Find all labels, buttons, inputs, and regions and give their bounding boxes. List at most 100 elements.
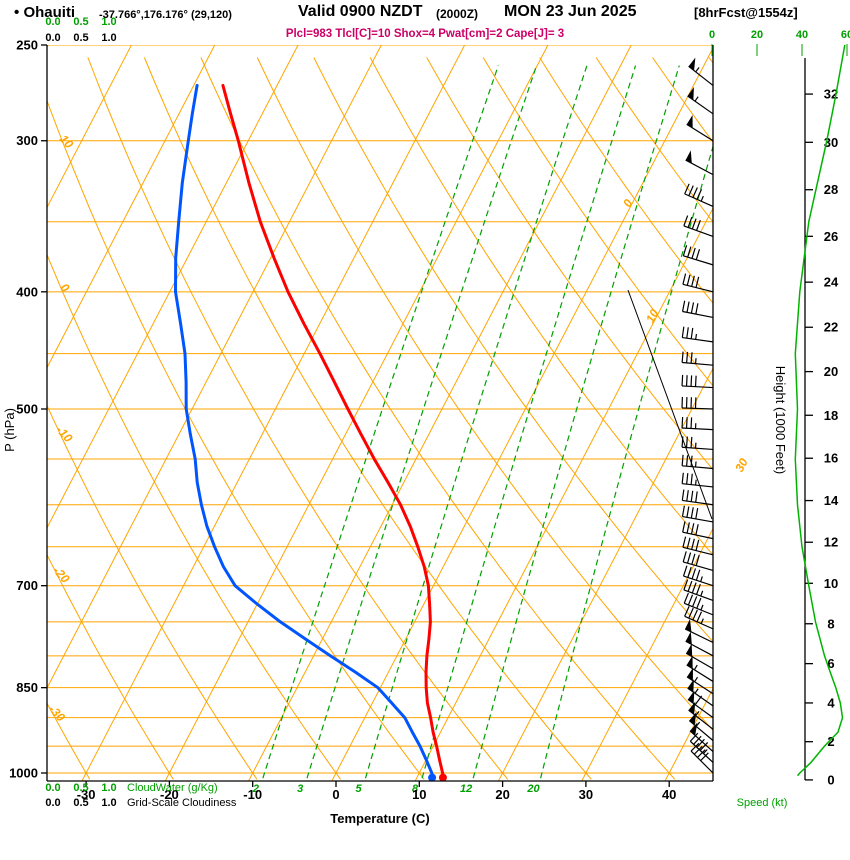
axes bbox=[41, 44, 714, 787]
station-name: Ohauiti bbox=[23, 4, 76, 21]
dry-adiabat-line bbox=[87, 57, 509, 780]
forecast-run-tag: [8hrFcst@1554z] bbox=[694, 5, 798, 20]
mixing-ratio-line bbox=[421, 65, 637, 779]
height-tick-label: 2 bbox=[827, 734, 834, 749]
stability-indices: Plcl=983 Tlcl[C]=10 Shox=4 Pwat[cm]=2 Ca… bbox=[285, 28, 565, 40]
surface-temp-dot bbox=[438, 773, 447, 782]
wind-barbs bbox=[681, 57, 714, 774]
surface-dewpoint-dot bbox=[428, 773, 437, 782]
profiles bbox=[174, 83, 445, 778]
mixing-ratio-label: 5 bbox=[355, 783, 362, 795]
height-tick-label: 16 bbox=[824, 451, 838, 466]
temperature-tick-label: 0 bbox=[332, 787, 339, 802]
dry-adiabat-line bbox=[47, 702, 91, 780]
speed-scale-label: 20 bbox=[751, 29, 763, 41]
isotherm-line bbox=[248, 45, 632, 781]
dry-adiabat-line bbox=[47, 404, 258, 780]
height-tick-label: 24 bbox=[824, 275, 839, 290]
cloudiness-scale-top: 0.0 bbox=[45, 32, 60, 44]
cloudiness-scale-bottom: 0.5 bbox=[73, 797, 88, 809]
valid-time: Valid 0900 NZDT bbox=[298, 3, 423, 20]
isotherm-line bbox=[581, 527, 713, 781]
isotherm-line bbox=[47, 45, 132, 209]
mixing-ratio-line bbox=[472, 65, 680, 779]
temperature-tick-label: -30 bbox=[77, 787, 96, 802]
cloudwater-scale-top: 0.0 bbox=[45, 16, 60, 28]
height-tick-label: 0 bbox=[827, 772, 834, 787]
temperature-tick-label: 20 bbox=[495, 787, 509, 802]
isotherm-label: 30 bbox=[732, 456, 751, 475]
height-axis-title: Height (1000 Feet) bbox=[773, 366, 788, 474]
pressure-tick-label: 300 bbox=[16, 133, 38, 148]
diagonal-reference-line bbox=[627, 289, 713, 520]
dry-adiabat-label: 0 bbox=[58, 281, 73, 296]
dry-adiabat-line bbox=[482, 57, 713, 387]
valid-date: MON 23 Jun 2025 bbox=[504, 3, 637, 20]
cloudiness-scale-bottom: 1.0 bbox=[101, 797, 116, 809]
station-coordinates: -37.766°,176.176° (29,120) bbox=[99, 9, 232, 21]
mixing-ratio-line bbox=[262, 65, 499, 779]
dewpoint-curve bbox=[174, 83, 434, 778]
dry-adiabat-label: -30 bbox=[46, 702, 68, 724]
cloudwater-title: CloudWater (g/Kg) bbox=[127, 782, 218, 794]
cloudiness-title: Grid-Scale Cloudiness bbox=[127, 797, 237, 809]
temperature-tick-label: -10 bbox=[243, 787, 262, 802]
cloudwater-scale-bottom: 0.0 bbox=[45, 782, 60, 794]
skewt-grid bbox=[47, 45, 713, 781]
station-title: • Ohauiti bbox=[14, 4, 75, 21]
mixing-ratio-lines bbox=[262, 65, 713, 779]
height-tick-label: 18 bbox=[824, 408, 838, 423]
mixing-ratio-label: 20 bbox=[526, 783, 540, 795]
isotherm-line bbox=[331, 46, 713, 781]
zulu-time: (2000Z) bbox=[436, 7, 479, 21]
pressure-tick-label: 250 bbox=[16, 38, 38, 53]
speed-scale-label: 0 bbox=[709, 29, 715, 41]
mixing-ratio-line bbox=[540, 144, 713, 779]
isotherm-label: 0 bbox=[620, 197, 636, 210]
isotherm-label: 10 bbox=[643, 307, 662, 326]
mixing-ratio-label: 12 bbox=[460, 783, 472, 795]
bottom-scales: 0.0 0.5 1.0 CloudWater (g/Kg) 0.0 0.5 1.0 Grid-… bbox=[45, 782, 787, 809]
isotherm-line bbox=[47, 45, 216, 369]
height-tick-label: 6 bbox=[827, 656, 834, 671]
pressure-tick-label: 850 bbox=[16, 680, 38, 695]
dry-adiabat-line bbox=[47, 553, 174, 780]
pressure-axis-title: P (hPa) bbox=[2, 408, 17, 452]
isotherm-line bbox=[164, 45, 549, 781]
temperature-tick-label: -20 bbox=[160, 787, 179, 802]
temperature-tick-label: 40 bbox=[662, 787, 676, 802]
temperature-tick-label: 30 bbox=[579, 787, 593, 802]
height-tick-label: 12 bbox=[824, 535, 838, 550]
mixing-ratio-label: 3 bbox=[297, 783, 303, 795]
speed-scale-label: 60 bbox=[841, 29, 850, 41]
dry-adiabat-line bbox=[47, 253, 341, 780]
dry-adiabat-line bbox=[256, 57, 713, 732]
speed-scale-ticks bbox=[711, 44, 848, 56]
speed-axis-title: Speed (kt) bbox=[737, 797, 788, 809]
pressure-tick-label: 400 bbox=[16, 284, 38, 299]
temperature-axis-title: Temperature (C) bbox=[330, 811, 429, 826]
cloudwater-scale-top: 0.5 bbox=[73, 16, 88, 28]
isotherm-line bbox=[414, 207, 713, 781]
mixing-ratio-line bbox=[306, 65, 538, 779]
height-tick-label: 22 bbox=[824, 320, 838, 335]
height-tick-label: 20 bbox=[824, 364, 838, 379]
pressure-tick-label: 500 bbox=[16, 402, 38, 417]
height-axis bbox=[804, 58, 813, 781]
isotherm-line bbox=[497, 367, 713, 781]
cloudiness-scale-top: 1.0 bbox=[101, 32, 116, 44]
speed-scale-label: 40 bbox=[796, 29, 808, 41]
dry-adiabat-line bbox=[47, 99, 425, 780]
mixing-ratio-line bbox=[364, 65, 588, 779]
mixing-ratio-label: 2 bbox=[252, 783, 259, 795]
height-tick-label: 10 bbox=[824, 576, 838, 591]
dry-adiabat-line bbox=[143, 57, 592, 780]
dry-adiabat-line bbox=[313, 57, 713, 643]
temperature-curve bbox=[221, 83, 445, 778]
dry-adiabat-line bbox=[369, 57, 713, 556]
cloudiness-scale-bottom: 0.0 bbox=[45, 797, 60, 809]
isotherm-line bbox=[81, 45, 466, 781]
